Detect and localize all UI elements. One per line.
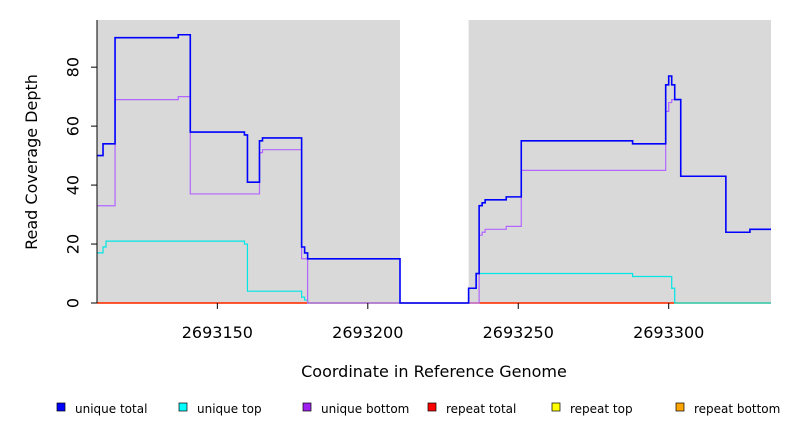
series-layer bbox=[97, 33, 771, 304]
shaded-region-0 bbox=[97, 20, 400, 303]
legend-item-repeat-total: repeat total bbox=[427, 402, 516, 416]
legend-label: unique total bbox=[75, 402, 147, 416]
plot-background bbox=[97, 20, 771, 303]
legend: unique total unique top unique bottom repea… bbox=[56, 402, 780, 416]
legend-label: repeat bottom bbox=[694, 402, 780, 416]
shaded-region-1 bbox=[468, 20, 771, 303]
x-tick-label: 2693150 bbox=[182, 323, 253, 342]
legend-label: unique top bbox=[197, 402, 262, 416]
legend-swatch bbox=[302, 402, 312, 412]
x-tick-label: 2693250 bbox=[483, 323, 554, 342]
legend-swatch bbox=[427, 402, 437, 412]
legend-item-repeat-top: repeat top bbox=[551, 402, 633, 416]
legend-swatch bbox=[675, 402, 685, 412]
legend-swatch bbox=[56, 402, 66, 412]
y-tick-label: 80 bbox=[64, 57, 83, 77]
y-tick-label: 60 bbox=[64, 116, 83, 136]
legend-label: repeat total bbox=[446, 402, 516, 416]
y-tick-label: 20 bbox=[64, 234, 83, 254]
y-tick-label: 40 bbox=[64, 175, 83, 195]
legend-swatch bbox=[178, 402, 188, 412]
y-tick-label: 0 bbox=[64, 298, 83, 308]
x-tick-label: 2693200 bbox=[332, 323, 403, 342]
legend-label: repeat top bbox=[570, 402, 633, 416]
legend-item-unique-top: unique top bbox=[178, 402, 262, 416]
series-unique-total bbox=[97, 33, 771, 304]
x-axis-title: Coordinate in Reference Genome bbox=[301, 362, 567, 381]
axes-layer: 0 20 40 60 80 2693150 2693200 2693250 2693300 bbox=[64, 20, 704, 342]
y-axis-title: Read Coverage Depth bbox=[22, 74, 41, 250]
x-tick-label: 2693300 bbox=[633, 323, 704, 342]
legend-label: unique bottom bbox=[321, 402, 409, 416]
series-unique-top bbox=[97, 240, 771, 304]
legend-item-repeat-bottom: repeat bottom bbox=[675, 402, 780, 416]
legend-item-unique-bottom: unique bottom bbox=[302, 402, 409, 416]
legend-swatch bbox=[551, 402, 561, 412]
legend-item-unique-total: unique total bbox=[56, 402, 147, 416]
